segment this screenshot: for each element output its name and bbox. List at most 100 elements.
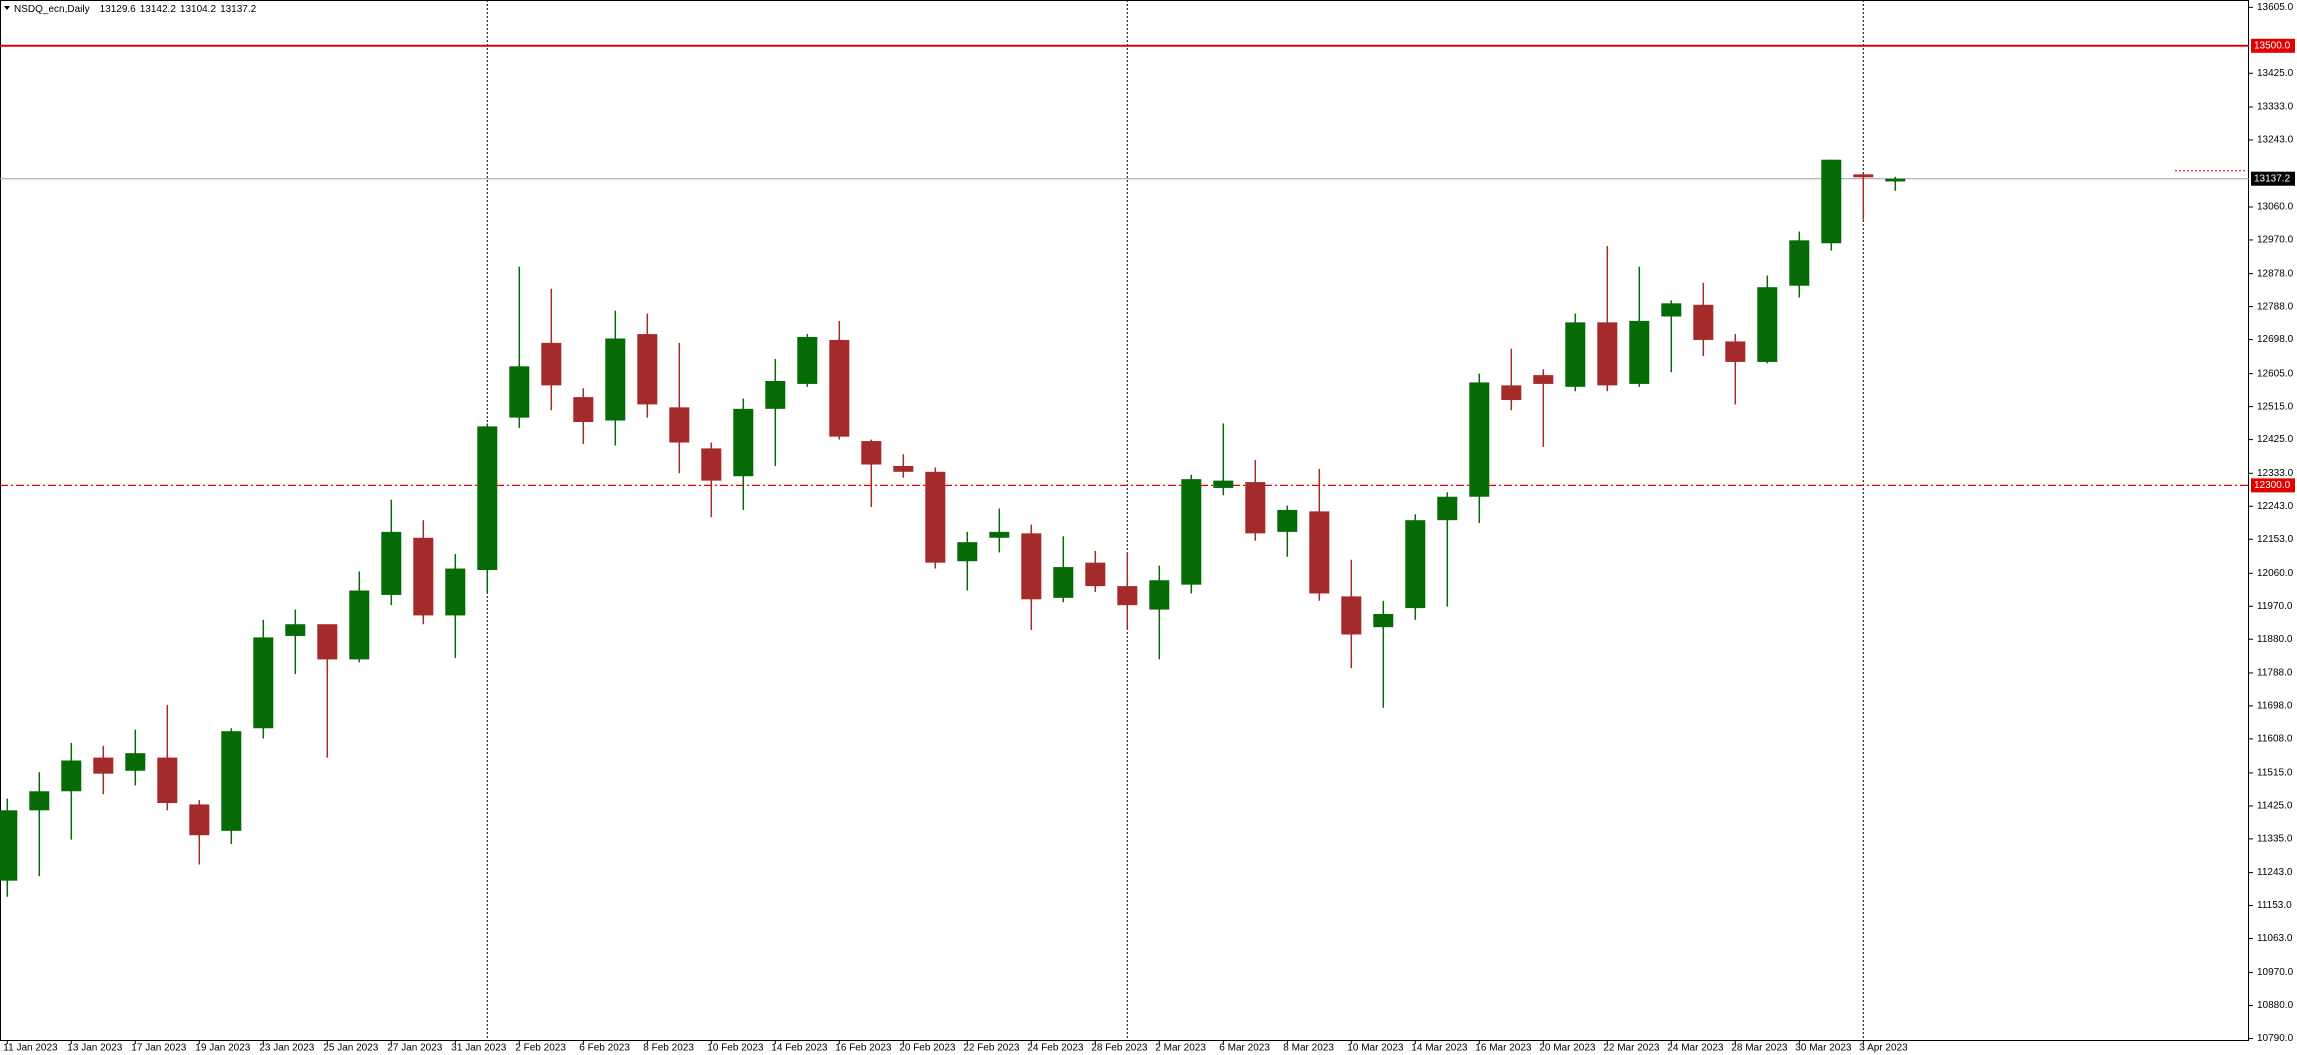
x-tick-label: 14 Feb 2023 bbox=[771, 1043, 828, 1054]
candle-body bbox=[349, 590, 370, 660]
candle-body bbox=[1565, 322, 1586, 387]
y-tick-label: 11425.0 bbox=[2257, 801, 2293, 812]
ohlc-close: 13137.2 bbox=[220, 4, 257, 15]
candle-body bbox=[61, 760, 82, 792]
y-tick-label: 13060.0 bbox=[2257, 202, 2294, 213]
candle-body bbox=[605, 338, 626, 421]
candle-body bbox=[893, 465, 914, 472]
candle-body bbox=[93, 757, 114, 774]
level-label: 13500.0 bbox=[2254, 40, 2291, 51]
candle-body bbox=[1789, 240, 1810, 286]
candle-body bbox=[1757, 287, 1778, 362]
y-tick-label: 11698.0 bbox=[2257, 701, 2293, 712]
candle-body bbox=[925, 471, 946, 563]
candle-body bbox=[285, 624, 306, 636]
candle-body bbox=[1245, 482, 1266, 534]
candle-body bbox=[1437, 496, 1458, 521]
candle-body bbox=[1725, 341, 1746, 362]
candle-body bbox=[381, 531, 402, 595]
x-tick-label: 23 Jan 2023 bbox=[259, 1043, 314, 1054]
candle-body bbox=[1085, 562, 1106, 587]
price-label: 13137.2 bbox=[2254, 173, 2291, 184]
x-tick-label: 16 Feb 2023 bbox=[835, 1043, 892, 1054]
candle-body bbox=[29, 791, 50, 811]
y-tick-label: 11153.0 bbox=[2257, 900, 2292, 911]
y-tick-label: 12788.0 bbox=[2257, 301, 2294, 312]
y-tick-label: 11063.0 bbox=[2257, 933, 2293, 944]
candle-body bbox=[701, 448, 722, 481]
candle-body bbox=[797, 337, 818, 384]
ohlc-low: 13104.2 bbox=[180, 4, 217, 15]
x-tick-label: 11 Jan 2023 bbox=[3, 1043, 58, 1054]
level-label-bg bbox=[2251, 478, 2295, 493]
y-tick-label: 11515.0 bbox=[2257, 768, 2293, 779]
candle-body bbox=[125, 753, 146, 771]
x-tick-label: 6 Feb 2023 bbox=[579, 1043, 630, 1054]
candle-body bbox=[157, 757, 178, 803]
x-tick-label: 16 Mar 2023 bbox=[1475, 1043, 1532, 1054]
candle-body bbox=[637, 334, 658, 405]
candle-body bbox=[1021, 533, 1042, 600]
y-tick-label: 11608.0 bbox=[2257, 734, 2293, 745]
price-label-bg bbox=[2251, 171, 2295, 186]
y-tick-label: 10970.0 bbox=[2257, 967, 2294, 978]
candle-body bbox=[1309, 511, 1330, 594]
x-tick-label: 6 Mar 2023 bbox=[1219, 1043, 1270, 1054]
candle-body bbox=[829, 339, 850, 437]
candle-body bbox=[477, 426, 498, 571]
candle-body bbox=[1149, 580, 1170, 610]
y-tick-label: 12425.0 bbox=[2257, 434, 2294, 445]
candle-body bbox=[541, 342, 562, 386]
candle-body bbox=[189, 804, 210, 836]
candle-body bbox=[1341, 596, 1362, 635]
y-tick-label: 12878.0 bbox=[2257, 268, 2294, 279]
candle-body bbox=[989, 531, 1010, 538]
x-tick-label: 2 Feb 2023 bbox=[515, 1043, 566, 1054]
header: NSDQ_ecn,Daily 13129.6 13142.2 13104.2 13137… bbox=[14, 4, 257, 15]
candle-body bbox=[1629, 320, 1650, 384]
menu-arrow[interactable] bbox=[4, 6, 10, 10]
candle-body bbox=[1053, 567, 1074, 598]
candle-body bbox=[1533, 375, 1554, 384]
candle-body bbox=[1661, 303, 1682, 317]
candle-body bbox=[1181, 479, 1202, 585]
x-tick-label: 10 Mar 2023 bbox=[1347, 1043, 1404, 1054]
y-tick-label: 11335.0 bbox=[2257, 834, 2293, 845]
candle-body bbox=[253, 637, 274, 729]
y-tick-label: 12243.0 bbox=[2257, 501, 2294, 512]
candle-body bbox=[573, 397, 594, 423]
x-tick-label: 22 Feb 2023 bbox=[963, 1043, 1020, 1054]
x-tick-label: 30 Mar 2023 bbox=[1795, 1043, 1852, 1054]
x-tick-label: 13 Jan 2023 bbox=[67, 1043, 122, 1054]
level-label-bg bbox=[2251, 38, 2295, 53]
candle-body bbox=[1885, 178, 1906, 182]
y-tick-label: 12060.0 bbox=[2257, 568, 2294, 579]
x-tick-label: 10 Feb 2023 bbox=[707, 1043, 764, 1054]
candle-body bbox=[861, 441, 882, 465]
y-tick-label: 12970.0 bbox=[2257, 235, 2294, 246]
candle-body bbox=[1469, 382, 1490, 497]
x-tick-label: 19 Jan 2023 bbox=[195, 1043, 250, 1054]
candle-body bbox=[1821, 159, 1842, 244]
candle-body bbox=[1373, 613, 1394, 628]
y-tick-label: 12698.0 bbox=[2257, 334, 2294, 345]
candle-body bbox=[1853, 174, 1874, 178]
y-tick-label: 13605.0 bbox=[2257, 2, 2294, 13]
y-tick-label: 12605.0 bbox=[2257, 368, 2294, 379]
candle-body bbox=[1277, 509, 1298, 532]
candle-body bbox=[957, 542, 978, 562]
x-tick-label: 17 Jan 2023 bbox=[131, 1043, 186, 1054]
candle-body bbox=[733, 408, 754, 477]
y-tick-label: 11788.0 bbox=[2257, 668, 2293, 679]
level-label: 12300.0 bbox=[2254, 480, 2291, 491]
plot-frame bbox=[0, 0, 2249, 1041]
candle-body bbox=[509, 366, 530, 418]
candle-body bbox=[445, 568, 466, 616]
candle-body bbox=[1117, 586, 1138, 606]
x-tick-label: 20 Feb 2023 bbox=[899, 1043, 956, 1054]
candle-body bbox=[0, 810, 18, 881]
x-tick-label: 24 Feb 2023 bbox=[1027, 1043, 1084, 1054]
y-tick-label: 13425.0 bbox=[2257, 68, 2294, 79]
y-tick-label: 13243.0 bbox=[2257, 135, 2294, 146]
